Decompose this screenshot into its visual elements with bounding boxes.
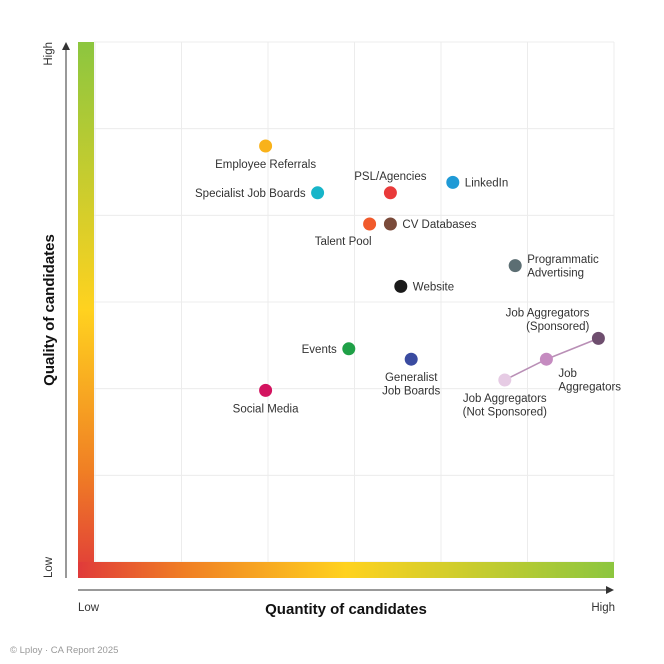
point-label-line: Employee Referrals <box>215 159 316 171</box>
point-label-line: Job Boards <box>382 386 440 398</box>
point-linkedin <box>446 175 460 189</box>
point-label-line: Advertising <box>527 267 584 279</box>
point-label-website: Website <box>413 281 454 293</box>
point-label-line: CV Databases <box>402 219 476 231</box>
point-label-line: Aggregators <box>558 382 621 394</box>
point-label-line: Website <box>413 281 454 293</box>
y-high-label: High <box>43 42 55 66</box>
point-label-programmatic-advertising: Programmatic Advertising <box>527 254 599 280</box>
point-label-job-aggregators-not-sponsored: Job Aggregators (Not Sponsored) <box>463 393 548 419</box>
point-employee-referrals <box>259 139 273 153</box>
point-job-aggregators-sponsored <box>591 331 605 345</box>
point-label-psl-agencies: PSL/Agencies <box>354 171 426 183</box>
point-specialist-job-boards <box>311 186 325 200</box>
point-label-line: Job <box>558 368 577 380</box>
x-gradient-bar <box>78 562 614 578</box>
x-low-label: Low <box>78 602 100 614</box>
point-label-job-aggregators: Job Aggregators <box>558 368 621 394</box>
connector-lines <box>504 337 599 381</box>
point-generalist-job-boards <box>404 352 418 366</box>
point-label-line: Talent Pool <box>315 236 372 248</box>
connector-line <box>504 358 547 381</box>
point-label-line: Social Media <box>233 403 299 415</box>
point-label-line: (Sponsored) <box>526 321 589 333</box>
point-label-social-media: Social Media <box>233 403 299 415</box>
y-gradient-bar <box>78 42 94 578</box>
point-label-line: LinkedIn <box>465 177 508 189</box>
point-job-aggregators <box>539 352 553 366</box>
footer-credit: © Lploy · CA Report 2025 <box>10 645 119 656</box>
connector-line <box>546 337 599 360</box>
point-job-aggregators-not-sponsored <box>498 373 512 387</box>
point-label-events: Events <box>302 344 337 356</box>
point-label-specialist-job-boards: Specialist Job Boards <box>195 188 306 200</box>
point-label-line: Generalist <box>385 372 438 384</box>
x-axis-title: Quantity of candidates <box>265 601 427 618</box>
point-label-employee-referrals: Employee Referrals <box>215 159 316 171</box>
point-label-line: Specialist Job Boards <box>195 188 306 200</box>
point-label-job-aggregators-sponsored: Job Aggregators (Sponsored) <box>506 307 590 333</box>
point-label-line: PSL/Agencies <box>354 171 426 183</box>
point-psl-agencies <box>383 186 397 200</box>
y-low-label: Low <box>43 556 55 578</box>
point-social-media <box>259 383 273 397</box>
point-label-line: Job Aggregators <box>463 393 547 405</box>
data-points: Employee Referrals Specialist Job Boards P… <box>195 139 621 419</box>
y-axis-title: Quality of candidates <box>41 234 58 386</box>
point-label-line: Programmatic <box>527 254 599 266</box>
point-label-generalist-job-boards: Generalist Job Boards <box>382 372 440 398</box>
point-programmatic-advertising <box>508 259 522 273</box>
point-label-line: Events <box>302 344 337 356</box>
point-label-linkedin: LinkedIn <box>465 177 508 189</box>
point-events <box>342 342 356 356</box>
point-label-line: Job Aggregators <box>506 307 590 319</box>
point-label-cv-databases: CV Databases <box>402 219 476 231</box>
x-high-label: High <box>591 602 615 614</box>
point-label-talent-pool: Talent Pool <box>315 236 372 248</box>
grid-lines <box>94 41 615 563</box>
point-label-line: (Not Sponsored) <box>463 407 548 419</box>
point-cv-databases <box>383 217 397 231</box>
point-website <box>394 279 408 293</box>
point-talent-pool <box>363 217 377 231</box>
